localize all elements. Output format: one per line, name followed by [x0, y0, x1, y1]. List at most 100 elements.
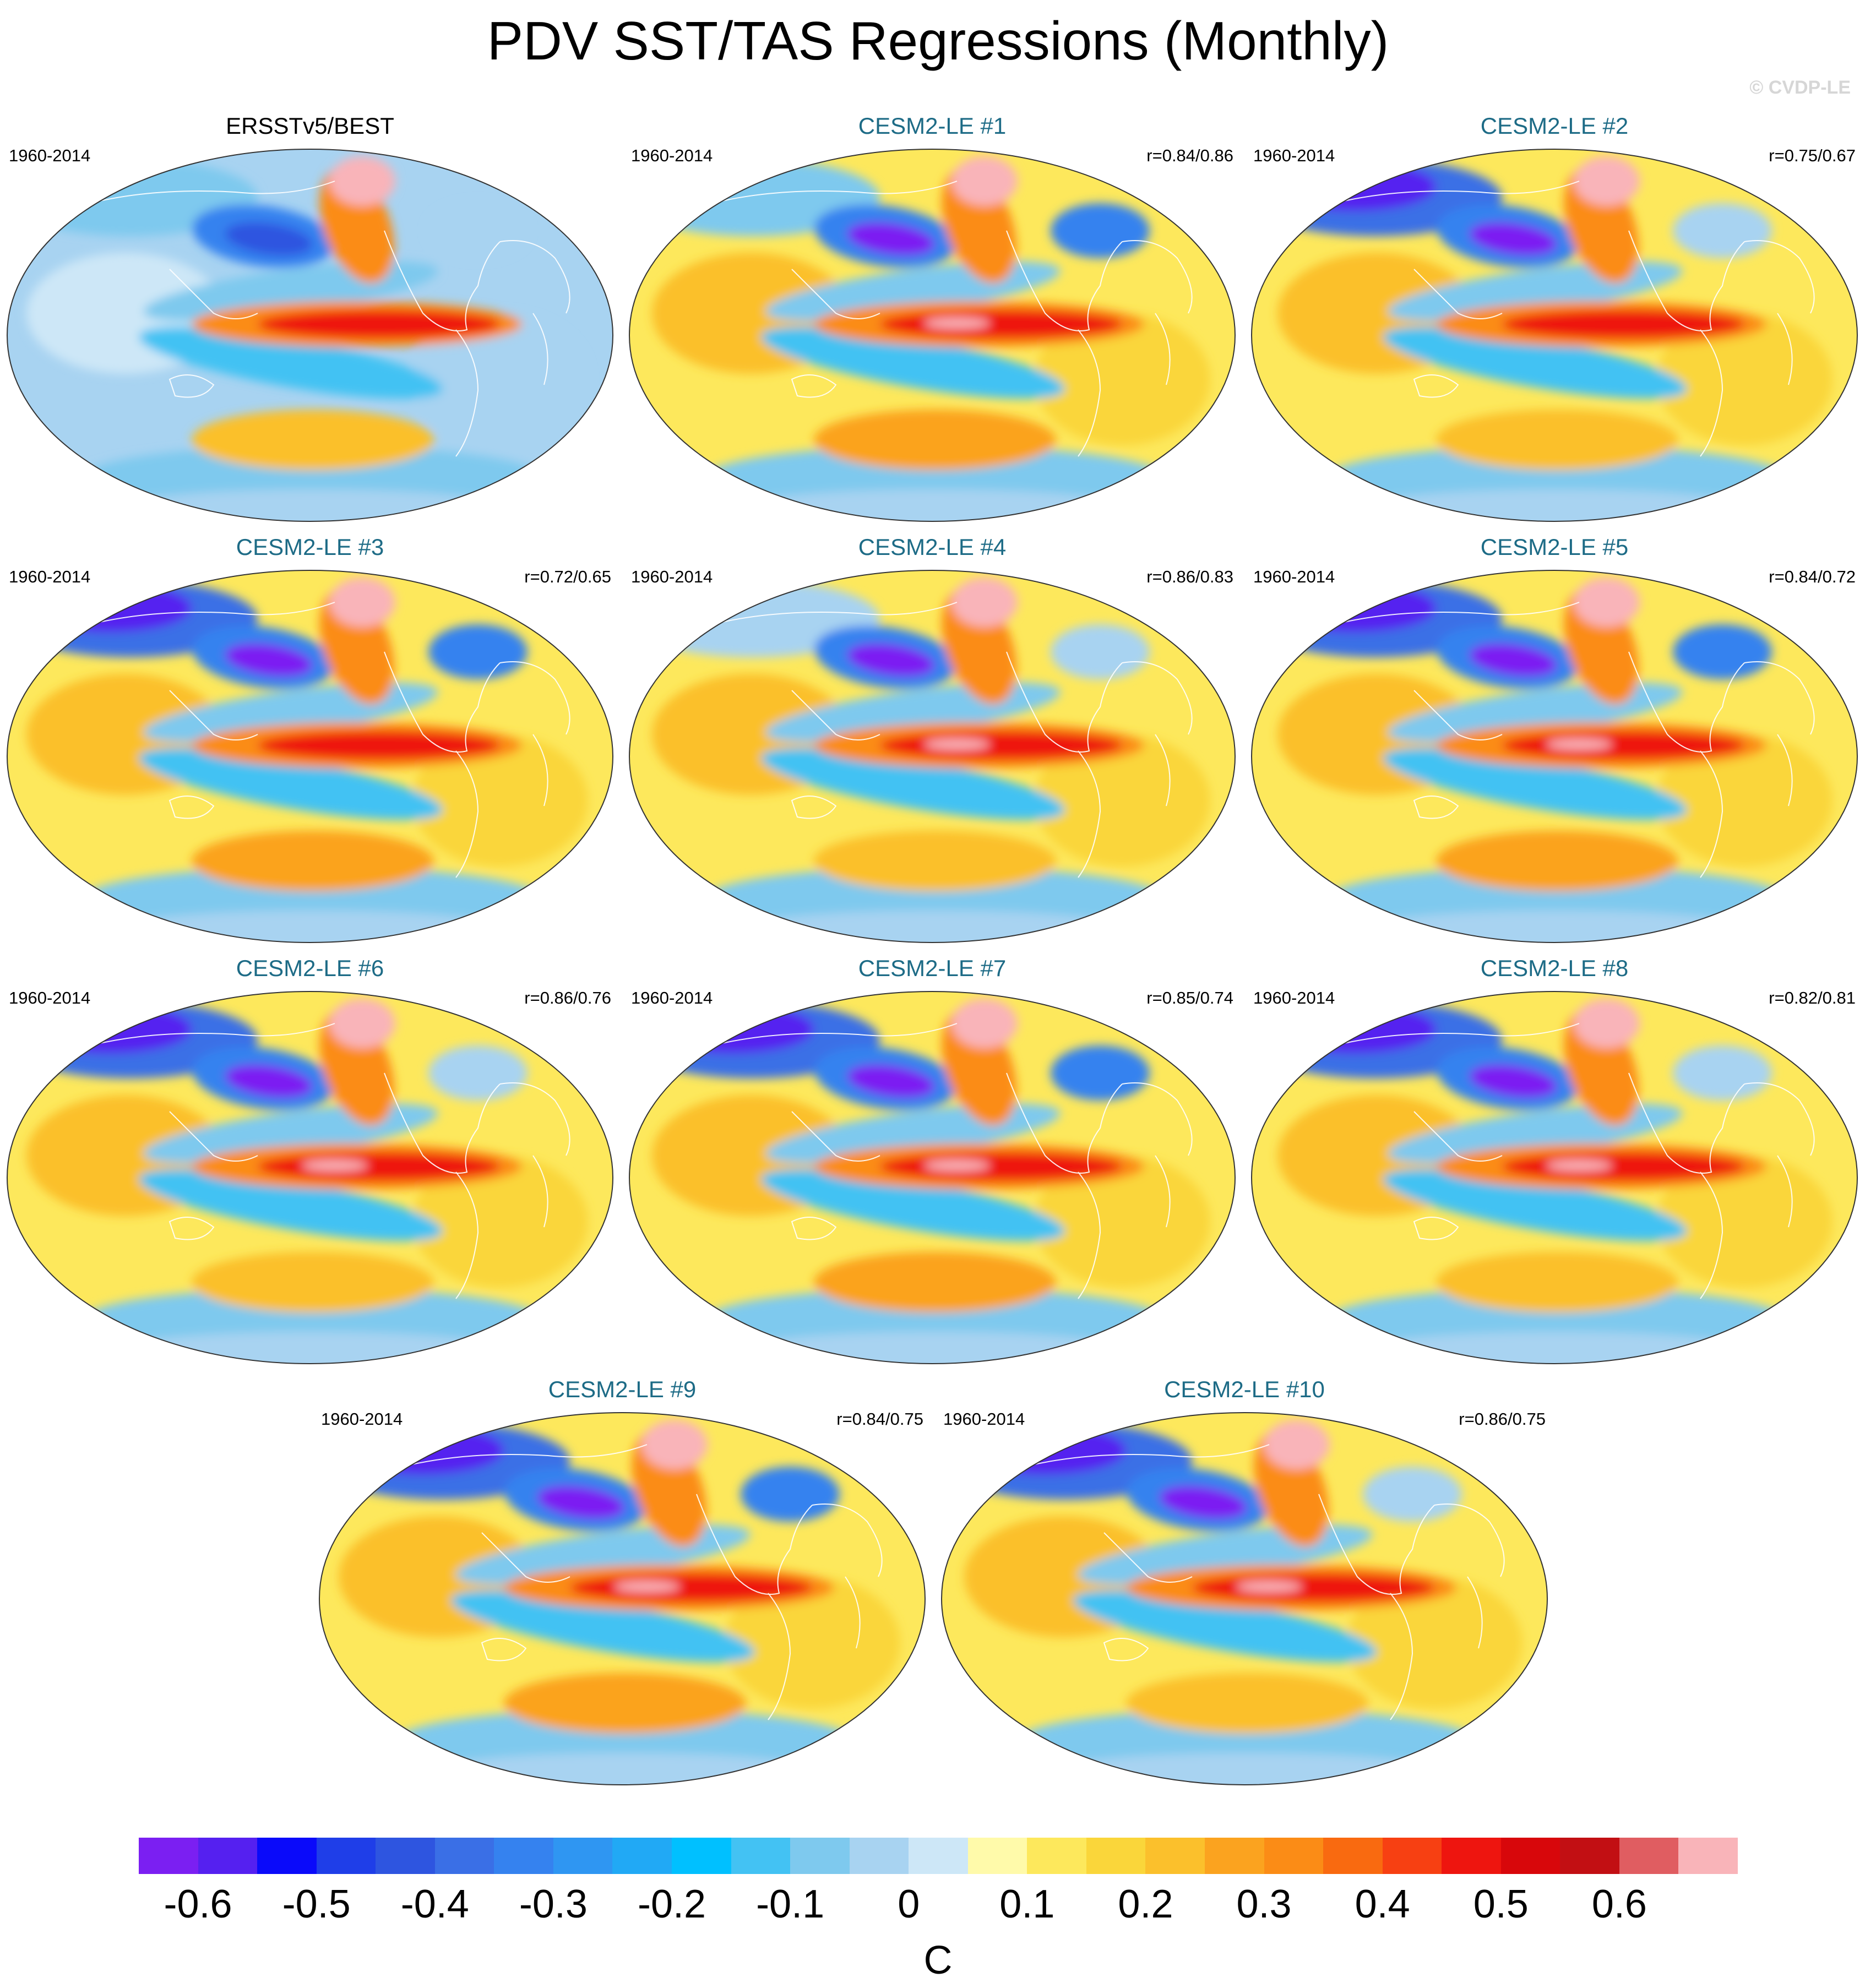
eurasia-cold-core: [961, 1425, 1126, 1475]
colorbar-swatch: [1205, 1838, 1265, 1874]
colorbar-swatch: [1145, 1838, 1205, 1874]
colorbar-tick-label: -0.1: [756, 1882, 825, 1926]
map-field: [942, 1413, 1547, 1785]
map-field: [629, 570, 1235, 943]
colorbar-swatch: [376, 1838, 436, 1874]
alaska-warm-core: [329, 578, 395, 627]
north-pacific-cold-core: [1469, 644, 1557, 677]
north-atlantic-anomaly: [1051, 203, 1150, 258]
atlantic-anomaly: [412, 313, 588, 445]
regression-map: [941, 1412, 1548, 1785]
atlantic-anomaly: [412, 1156, 588, 1288]
map-panel: CESM2-LE #3 1960-2014 r=0.72/0.65: [4, 534, 616, 943]
south-pacific-subtropical-cool: [1383, 1169, 1687, 1241]
eurasia-cold-core: [1271, 1004, 1436, 1054]
alaska-warm-core: [329, 156, 395, 206]
colorbar-swatch: [790, 1838, 850, 1874]
north-atlantic-anomaly: [1363, 1467, 1462, 1522]
panel-years: 1960-2014: [321, 1409, 403, 1429]
colorbar-tick-label: 0.2: [1118, 1882, 1173, 1926]
colorbar-swatch: [257, 1838, 317, 1874]
north-atlantic-anomaly: [1051, 624, 1150, 679]
figure-title: PDV SST/TAS Regressions (Monthly): [487, 10, 1389, 71]
antarctic-anomaly: [726, 911, 1144, 943]
antarctic-anomaly: [416, 1753, 834, 1785]
colorbar-tick-label: -0.3: [519, 1882, 588, 1926]
atlantic-anomaly: [1656, 313, 1833, 445]
atlantic-anomaly: [1034, 1156, 1210, 1288]
panel-title: CESM2-LE #7: [858, 955, 1007, 981]
north-atlantic-anomaly: [1673, 1045, 1772, 1101]
antarctic-anomaly: [1348, 1332, 1766, 1364]
south-pacific-subtropical-cool: [139, 1169, 443, 1241]
map-field: [629, 149, 1235, 521]
north-pacific-cold-core: [847, 222, 935, 255]
south-pacific-subtropical-cool: [1383, 748, 1687, 820]
south-pacific-subtropical-cool: [761, 1169, 1065, 1241]
south-pacific-subtropical-cool: [139, 326, 443, 399]
panel-correlation: r=0.82/0.81: [1769, 988, 1856, 1007]
equatorial-pacific-warm-core: [258, 731, 500, 760]
map-field: [629, 991, 1235, 1364]
north-pacific-cold-core: [847, 644, 935, 677]
coastlines: [1004, 1444, 1505, 1720]
atlantic-anomaly: [724, 1577, 900, 1709]
panel-years: 1960-2014: [943, 1409, 1025, 1429]
panel-years: 1960-2014: [631, 146, 713, 165]
map-outline: [1251, 149, 1858, 522]
equatorial-pacific-peak: [1236, 1581, 1302, 1592]
map-outline: [319, 1412, 926, 1785]
coastlines: [692, 1023, 1193, 1299]
colorbar-swatch: [909, 1838, 969, 1874]
antarctic-anomaly: [726, 489, 1144, 521]
equatorial-pacific-peak: [302, 1160, 368, 1171]
south-pacific-subtropical-cool: [1073, 1590, 1377, 1663]
equatorial-pacific-peak: [1546, 739, 1612, 750]
panel-title: CESM2-LE #1: [858, 113, 1007, 139]
map-outline: [629, 570, 1236, 943]
map-outline: [629, 149, 1236, 522]
coastlines: [382, 1444, 883, 1720]
equatorial-pacific-warm-core: [258, 1152, 500, 1181]
map-outline: [7, 570, 613, 943]
south-pacific-subtropical-cool: [1383, 326, 1687, 399]
north-pacific-cold-core: [225, 644, 313, 677]
atlantic-anomaly: [1034, 313, 1210, 445]
atlantic-anomaly: [1656, 734, 1833, 867]
map-outline: [629, 991, 1236, 1364]
colorbar-swatch: [1382, 1838, 1442, 1874]
north-pacific-cold-core: [1469, 222, 1557, 255]
colorbar-tick-label: -0.6: [164, 1882, 232, 1926]
equatorial-pacific-warm-core: [258, 310, 500, 339]
map-panel: CESM2-LE #9 1960-2014 r=0.84/0.75: [317, 1376, 928, 1785]
coastlines: [70, 602, 570, 878]
antarctic-anomaly: [726, 1332, 1144, 1364]
panel-years: 1960-2014: [1253, 567, 1335, 586]
south-pacific-warm-patch: [504, 1673, 746, 1734]
panel-correlation: r=0.84/0.86: [1146, 146, 1233, 165]
north-atlantic-anomaly: [1673, 203, 1772, 258]
panel-title: CESM2-LE #10: [1164, 1376, 1325, 1402]
antarctic-anomaly: [104, 489, 522, 521]
map-field: [319, 1413, 925, 1785]
colorbar-tick-label: 0.3: [1236, 1882, 1292, 1926]
equatorial-pacific-warm-core: [1502, 310, 1744, 339]
colorbar-tick-label: 0.4: [1355, 1882, 1410, 1926]
north-pacific-cold-core: [225, 1065, 313, 1098]
colorbar-swatch: [672, 1838, 732, 1874]
colorbar-swatch: [849, 1838, 909, 1874]
alaska-warm-core: [951, 999, 1018, 1048]
eurasia-cold-core: [1271, 583, 1436, 633]
north-pacific-cold-core: [537, 1486, 625, 1519]
colorbar-swatch: [316, 1838, 376, 1874]
panel-title: ERSSTv5/BEST: [226, 113, 394, 139]
map-panel: CESM2-LE #8 1960-2014 r=0.82/0.81: [1249, 955, 1860, 1364]
colorbar-swatch: [494, 1838, 554, 1874]
colorbar-tick-label: -0.2: [637, 1882, 706, 1926]
colorbar-swatch: [1086, 1838, 1146, 1874]
regression-map: [1251, 991, 1858, 1364]
alaska-warm-core: [951, 156, 1018, 206]
panel-correlation: r=0.86/0.83: [1146, 567, 1233, 586]
eurasia-cold-core: [26, 1004, 192, 1054]
map-outline: [7, 149, 613, 522]
